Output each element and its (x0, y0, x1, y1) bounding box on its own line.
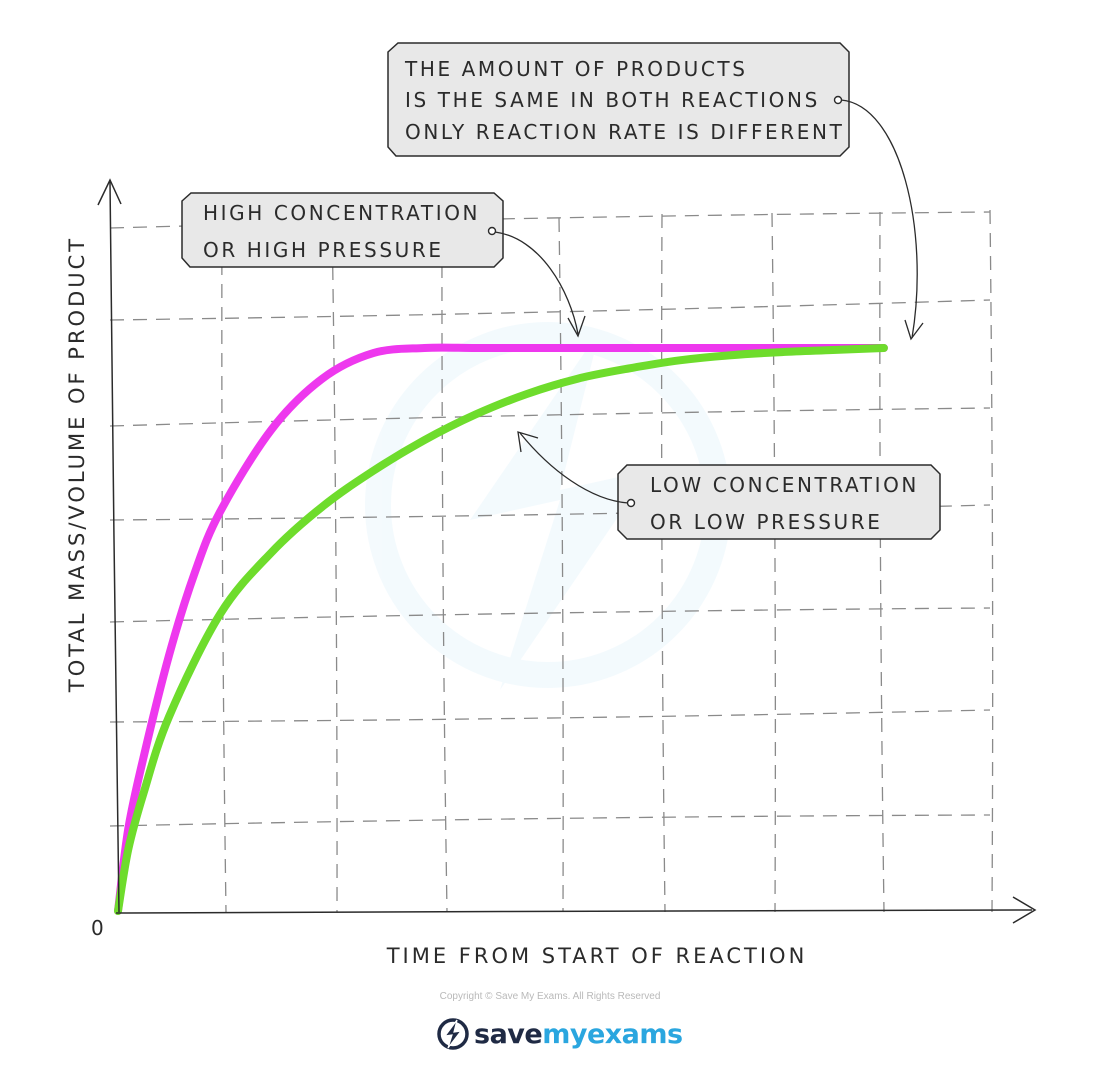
grid-line-vertical (660, 213, 666, 913)
callout-low-line-2: OR LOW PRESSURE (650, 510, 882, 534)
grid-line-horizontal (109, 299, 991, 321)
x-axis (115, 909, 1033, 914)
callout-high-line-1: HIGH CONCENTRATION (203, 201, 480, 225)
x-axis-label: TIME FROM START OF REACTION (386, 944, 808, 968)
x-axis-arrow-icon (1012, 896, 1037, 924)
series-line-high-concentration (114, 343, 888, 915)
grid-line-vertical (879, 211, 885, 913)
origin-label: 0 (91, 916, 107, 940)
grid-line-vertical (771, 212, 777, 913)
callout-high-pointer (494, 231, 579, 335)
y-axis-arrow-icon (97, 178, 122, 206)
grid-line-vertical (331, 219, 338, 913)
grid-line-vertical (221, 214, 227, 913)
grid-line-horizontal (109, 709, 991, 723)
grid-line-horizontal (109, 607, 991, 623)
copyright-notice: Copyright © Save My Exams. All Rights Re… (439, 991, 661, 1002)
y-axis-label: TOTAL MASS/VOLUME OF PRODUCT (65, 236, 89, 693)
series-line-low-concentration (114, 344, 888, 915)
callout-high-line-2: OR HIGH PRESSURE (203, 238, 444, 262)
grid-line-vertical (558, 217, 564, 913)
grid-line-vertical (441, 217, 448, 913)
callout-low: LOW CONCENTRATION OR LOW PRESSURE (517, 431, 941, 540)
lightning-bolt-icon (437, 1018, 469, 1050)
callout-low-line-1: LOW CONCENTRATION (650, 473, 919, 497)
axes (97, 178, 1037, 924)
callout-products-line-3: ONLY REACTION RATE IS DIFFERENT (405, 120, 844, 144)
brand-name-exams: exams (586, 1018, 683, 1050)
callout-products-line-1: THE AMOUNT OF PRODUCTS (404, 57, 748, 81)
grid-line-vertical (989, 209, 994, 913)
callout-products-line-2: IS THE SAME IN BOTH REACTIONS (405, 88, 820, 112)
brand-logo: savemyexams (436, 1014, 683, 1054)
callout-low-arrow-icon (517, 431, 539, 453)
callout-low-pointer (519, 432, 629, 504)
grid-line-horizontal (109, 814, 991, 827)
brand-name-my: my (542, 1018, 587, 1050)
callout-high-anchor (487, 226, 497, 236)
brand-name: savemyexams (474, 1019, 683, 1050)
grid-line-horizontal (109, 407, 991, 427)
callout-products-anchor (833, 95, 843, 105)
brand-name-save: save (474, 1018, 543, 1050)
callout-products: THE AMOUNT OF PRODUCTS IS THE SAME IN BO… (387, 42, 924, 341)
grid (109, 209, 994, 913)
callout-products-pointer (840, 99, 918, 339)
series-layer (114, 343, 888, 915)
callout-low-anchor (626, 498, 636, 508)
callout-high: HIGH CONCENTRATION OR HIGH PRESSURE (181, 192, 586, 338)
callout-high-arrow-icon (567, 315, 586, 338)
callout-products-arrow-icon (904, 319, 924, 341)
y-axis (109, 181, 120, 913)
grid-line-horizontal (109, 504, 991, 521)
